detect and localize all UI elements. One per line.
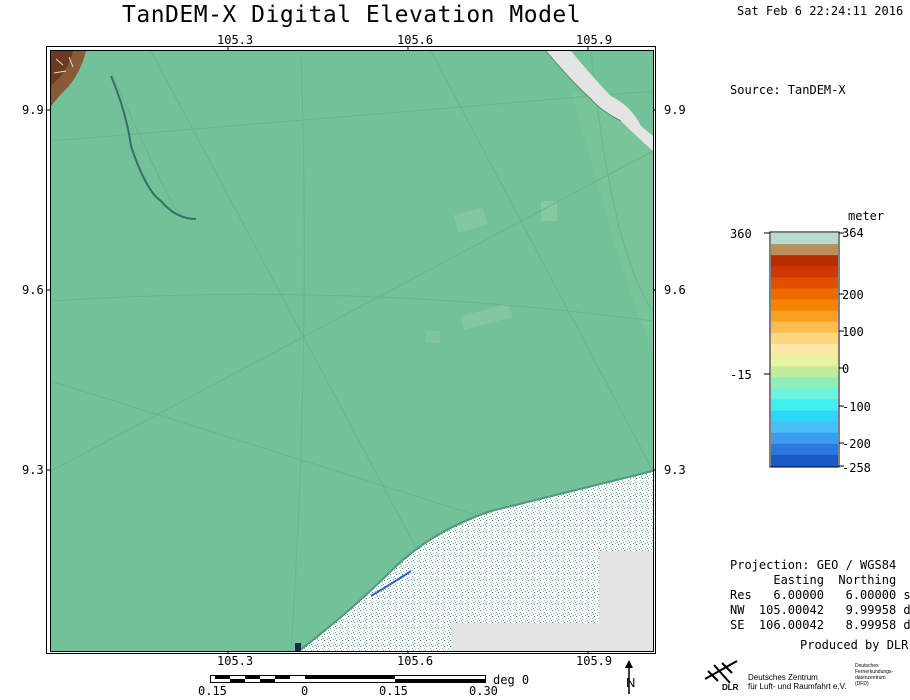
colorbar-right-label-1: 364 bbox=[842, 226, 864, 240]
colorbar-cell bbox=[771, 355, 838, 367]
projection-info: Projection: GEO / WGS84 Easting Northing… bbox=[730, 558, 910, 633]
colorbar-cell bbox=[771, 322, 838, 334]
y-tick-left-2: 9.6 bbox=[22, 283, 44, 297]
scale-label-3: 0.15 bbox=[379, 684, 408, 698]
north-label: N bbox=[626, 675, 635, 690]
colorbar-right-label-6: -200 bbox=[842, 437, 871, 451]
colorbar-cell bbox=[771, 277, 838, 289]
dem-image bbox=[51, 51, 653, 651]
map-frame bbox=[46, 46, 656, 654]
colorbar-cell bbox=[771, 433, 838, 445]
colorbar-cell bbox=[771, 399, 838, 411]
colorbar-right-label-5: -100 bbox=[842, 400, 871, 414]
colorbar-cell bbox=[771, 244, 838, 256]
colorbar-cell bbox=[771, 366, 838, 378]
projection-line: Projection: GEO / WGS84 bbox=[730, 558, 910, 573]
dlr-line2: für Luft- und Raumfahrt e.V. bbox=[748, 682, 846, 691]
colorbar-left-label-2: -15 bbox=[730, 368, 752, 382]
colorbar-cell bbox=[771, 411, 838, 423]
x-tick-bottom-1: 105.3 bbox=[217, 654, 253, 668]
x-tick-bottom-3: 105.9 bbox=[576, 654, 612, 668]
timestamp: Sat Feb 6 22:24:11 2016 bbox=[737, 4, 903, 18]
y-tick-right-2: 9.6 bbox=[664, 283, 686, 297]
colorbar-right-label-2: 200 bbox=[842, 288, 864, 302]
colorbar-cell bbox=[771, 333, 838, 345]
source-label: Source: TanDEM-X bbox=[730, 83, 846, 97]
scale-unit: deg 0 bbox=[493, 673, 529, 687]
colorbar-cell bbox=[771, 233, 838, 245]
x-tick-top-1: 105.3 bbox=[217, 33, 253, 47]
scale-bar bbox=[210, 675, 495, 685]
colorbar bbox=[764, 228, 844, 470]
colorbar-cell bbox=[771, 311, 838, 323]
dlr-mark: DLR bbox=[722, 683, 738, 692]
x-tick-bottom-2: 105.6 bbox=[397, 654, 433, 668]
projection-se: SE 106.00042 8.99958 d bbox=[730, 618, 910, 633]
y-tick-left-3: 9.3 bbox=[22, 463, 44, 477]
colorbar-cell bbox=[771, 455, 838, 467]
x-tick-top-3: 105.9 bbox=[576, 33, 612, 47]
y-tick-left-1: 9.9 bbox=[22, 103, 44, 117]
projection-header: Easting Northing bbox=[730, 573, 910, 588]
colorbar-cell bbox=[771, 344, 838, 356]
map-title: TanDEM-X Digital Elevation Model bbox=[122, 2, 581, 28]
produced-by: Produced by DLR bbox=[800, 638, 908, 652]
colorbar-cell bbox=[771, 288, 838, 300]
y-tick-right-3: 9.3 bbox=[664, 463, 686, 477]
scale-label-4: 0.30 bbox=[469, 684, 498, 698]
colorbar-cell bbox=[771, 266, 838, 278]
scale-label-1: 0.15 bbox=[198, 684, 227, 698]
elevation-map[interactable] bbox=[50, 50, 654, 652]
colorbar-cell bbox=[771, 388, 838, 400]
projection-res: Res 6.00000 6.00000 s bbox=[730, 588, 910, 603]
scale-label-2: 0 bbox=[301, 684, 308, 698]
colorbar-left-label-1: 360 bbox=[730, 227, 752, 241]
projection-nw: NW 105.00042 9.99958 d bbox=[730, 603, 910, 618]
colorbar-cell bbox=[771, 444, 838, 456]
colorbar-cell bbox=[771, 422, 838, 434]
colorbar-cell bbox=[771, 300, 838, 312]
colorbar-right-label-3: 100 bbox=[842, 325, 864, 339]
x-tick-top-2: 105.6 bbox=[397, 33, 433, 47]
dlr-line1: Deutsches Zentrum bbox=[748, 673, 818, 682]
y-tick-right-1: 9.9 bbox=[664, 103, 686, 117]
dfd-line4: (DFD) bbox=[855, 681, 869, 687]
colorbar-unit: meter bbox=[848, 209, 884, 223]
colorbar-cell bbox=[771, 377, 838, 389]
colorbar-cell bbox=[771, 255, 838, 267]
colorbar-right-label-7: -258 bbox=[842, 461, 871, 475]
